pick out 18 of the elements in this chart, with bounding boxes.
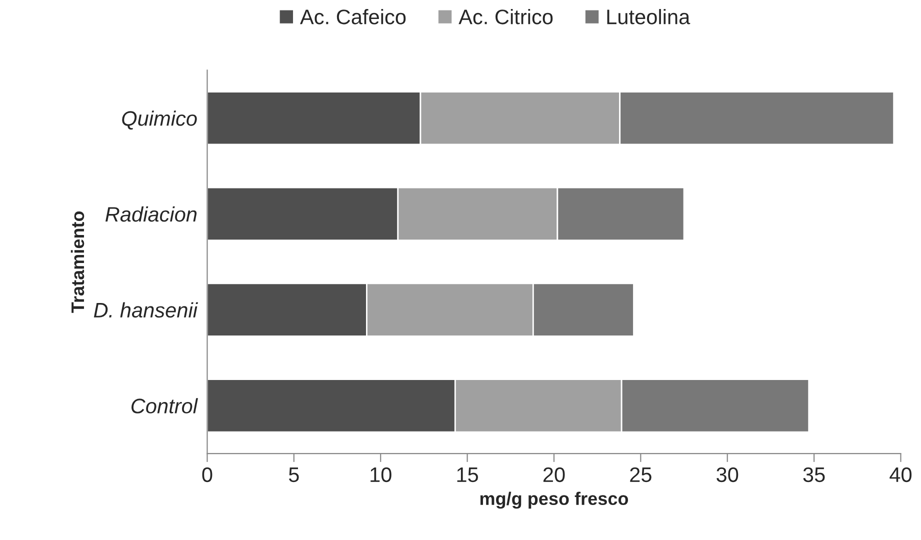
- x-tick-label: 20: [543, 467, 565, 482]
- legend-label: Luteolina: [607, 9, 690, 24]
- x-tick-label: 15: [457, 468, 478, 482]
- y-tick-label: D. hansenii: [94, 302, 198, 318]
- legend-label: Ac. Citrico: [458, 9, 553, 24]
- x-tick-label: 40: [890, 467, 912, 482]
- y-tick-label: Radiacion: [106, 206, 197, 222]
- y-axis-title: Tratamiento: [70, 211, 84, 313]
- x-tick-label: 25: [630, 467, 652, 482]
- x-axis-title: mg/g peso fresco: [480, 492, 628, 509]
- x-tick-label: 10: [370, 467, 392, 482]
- y-tick-label: Control: [131, 398, 198, 414]
- x-tick-label: 35: [803, 467, 825, 482]
- y-tick-label: Quimico: [122, 110, 197, 130]
- x-tick-label: 5: [288, 468, 299, 482]
- x-tick-label: 30: [716, 467, 738, 482]
- legend-label: Ac. Cafeico: [300, 9, 406, 24]
- x-tick-label: 0: [202, 467, 212, 482]
